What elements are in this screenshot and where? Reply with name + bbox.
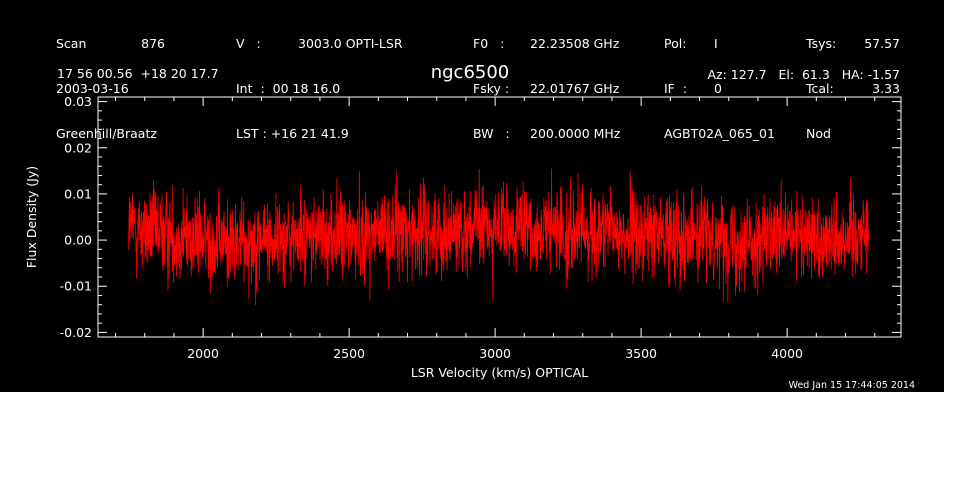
header-col2: V : Int : 00 18 16.0 LST : +16 21 41.9 [236,6,349,156]
header-col4b: I 0 [714,6,722,111]
axis-tick-labels: 2000 2500 3000 3500 4000 -0.02 -0.01 0.00 0.01 0.… [60,94,803,361]
header-col5: Tsys: Tcal: Nod [806,6,836,156]
plot-panel [0,0,944,392]
y-axis-label: Flux Density (Jy) [24,166,39,268]
header-col1: Scan 2003-03-16 Greenhill/Braatz [56,6,157,156]
fsky-label: Fsky : [473,81,510,96]
x-tick-label: 3000 [479,346,511,361]
y-tick-label: 0.01 [64,186,92,201]
tsys-label: Tsys: [806,36,837,51]
spectrum-chart: 2000 2500 3000 3500 4000 -0.02 -0.01 0.00 0.01 0.… [24,94,902,380]
velocity-label: V : [236,36,261,51]
header-col3: F0 : Fsky : BW : [473,6,510,156]
bw-value: 200.0000 MHz [530,126,621,141]
plot-frame [97,96,902,338]
y-tick-label: 0.00 [64,233,92,248]
mode-value: Nod [806,126,831,141]
header-col1b: 876 [130,6,165,66]
header-col4: Pol: IF : AGBT02A_065_01 [664,6,775,156]
date-value: 2003-03-16 [56,81,129,96]
scan-label: Scan [56,36,87,51]
x-tick-label: 4000 [771,346,803,361]
y-tick-label: -0.02 [60,325,92,340]
header-col3b: 22.23508 GHz 22.01767 GHz 200.0000 MHz [530,6,620,156]
tcal-value: 3.33 [872,81,900,96]
y-tick-label: 0.03 [64,94,92,109]
tsys-value: 57.57 [864,36,900,51]
observer-value: Greenhill/Braatz [56,126,157,141]
az-el-ha: Az: 127.7 El: 61.3 HA: -1.57 [707,67,900,82]
if-value: 0 [714,81,722,96]
scan-number: 876 [141,36,165,51]
timestamp: Wed Jan 15 17:44:05 2014 [788,380,915,391]
integration-time: Int : 00 18 16.0 [236,81,341,96]
source-name: ngc6500 [430,62,510,83]
x-tick-label: 2000 [187,346,219,361]
x-tick-label: 3500 [625,346,657,361]
bw-label: BW : [473,126,510,141]
if-label: IF : [664,81,688,96]
header-col2b: 3003.0 OPTI-LSR [298,6,403,66]
f0-label: F0 : [473,36,505,51]
y-tick-label: -0.01 [60,279,92,294]
axis-ticks [98,97,901,337]
source-coordinates: 17 56 00.56 +18 20 17.7 [57,66,219,81]
plot-border [97,96,902,338]
spectrum-series-line [128,168,870,305]
project-id: AGBT02A_065_01 [664,126,775,141]
y-tick-label: 0.02 [64,140,92,155]
header-col5b: 57.57 3.33 [846,6,900,111]
x-axis-label: LSR Velocity (km/s) OPTICAL [411,365,588,380]
velocity-value: 3003.0 OPTI-LSR [298,36,403,51]
lst-value: LST : +16 21 41.9 [236,126,349,141]
x-tick-label: 2500 [333,346,365,361]
pol-label: Pol: [664,36,687,51]
f0-value: 22.23508 GHz [530,36,620,51]
tcal-label: Tcal: [806,81,834,96]
fsky-value: 22.01767 GHz [530,81,620,96]
pol-value: I [714,36,718,51]
